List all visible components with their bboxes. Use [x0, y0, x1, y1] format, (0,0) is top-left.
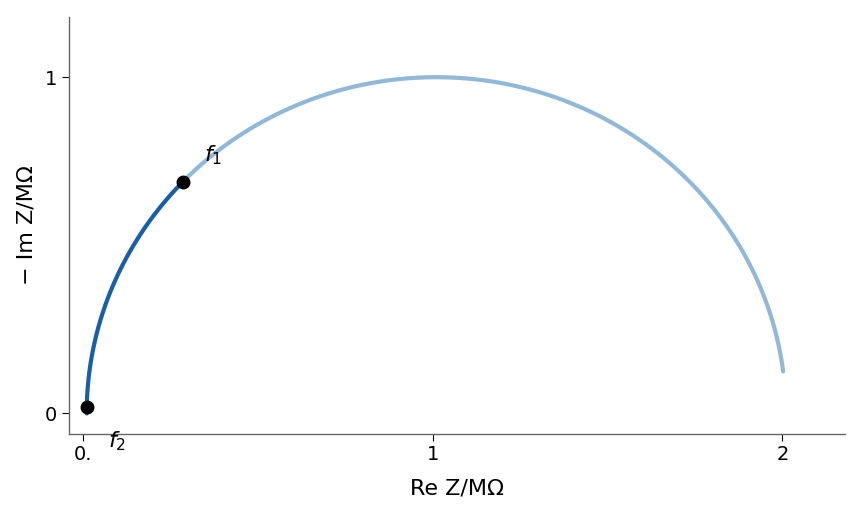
X-axis label: Re Z/MΩ: Re Z/MΩ [410, 478, 504, 499]
Y-axis label: − Im Z/MΩ: − Im Z/MΩ [16, 165, 37, 285]
Text: $f_2$: $f_2$ [108, 429, 126, 453]
Text: $f_1$: $f_1$ [203, 144, 222, 167]
